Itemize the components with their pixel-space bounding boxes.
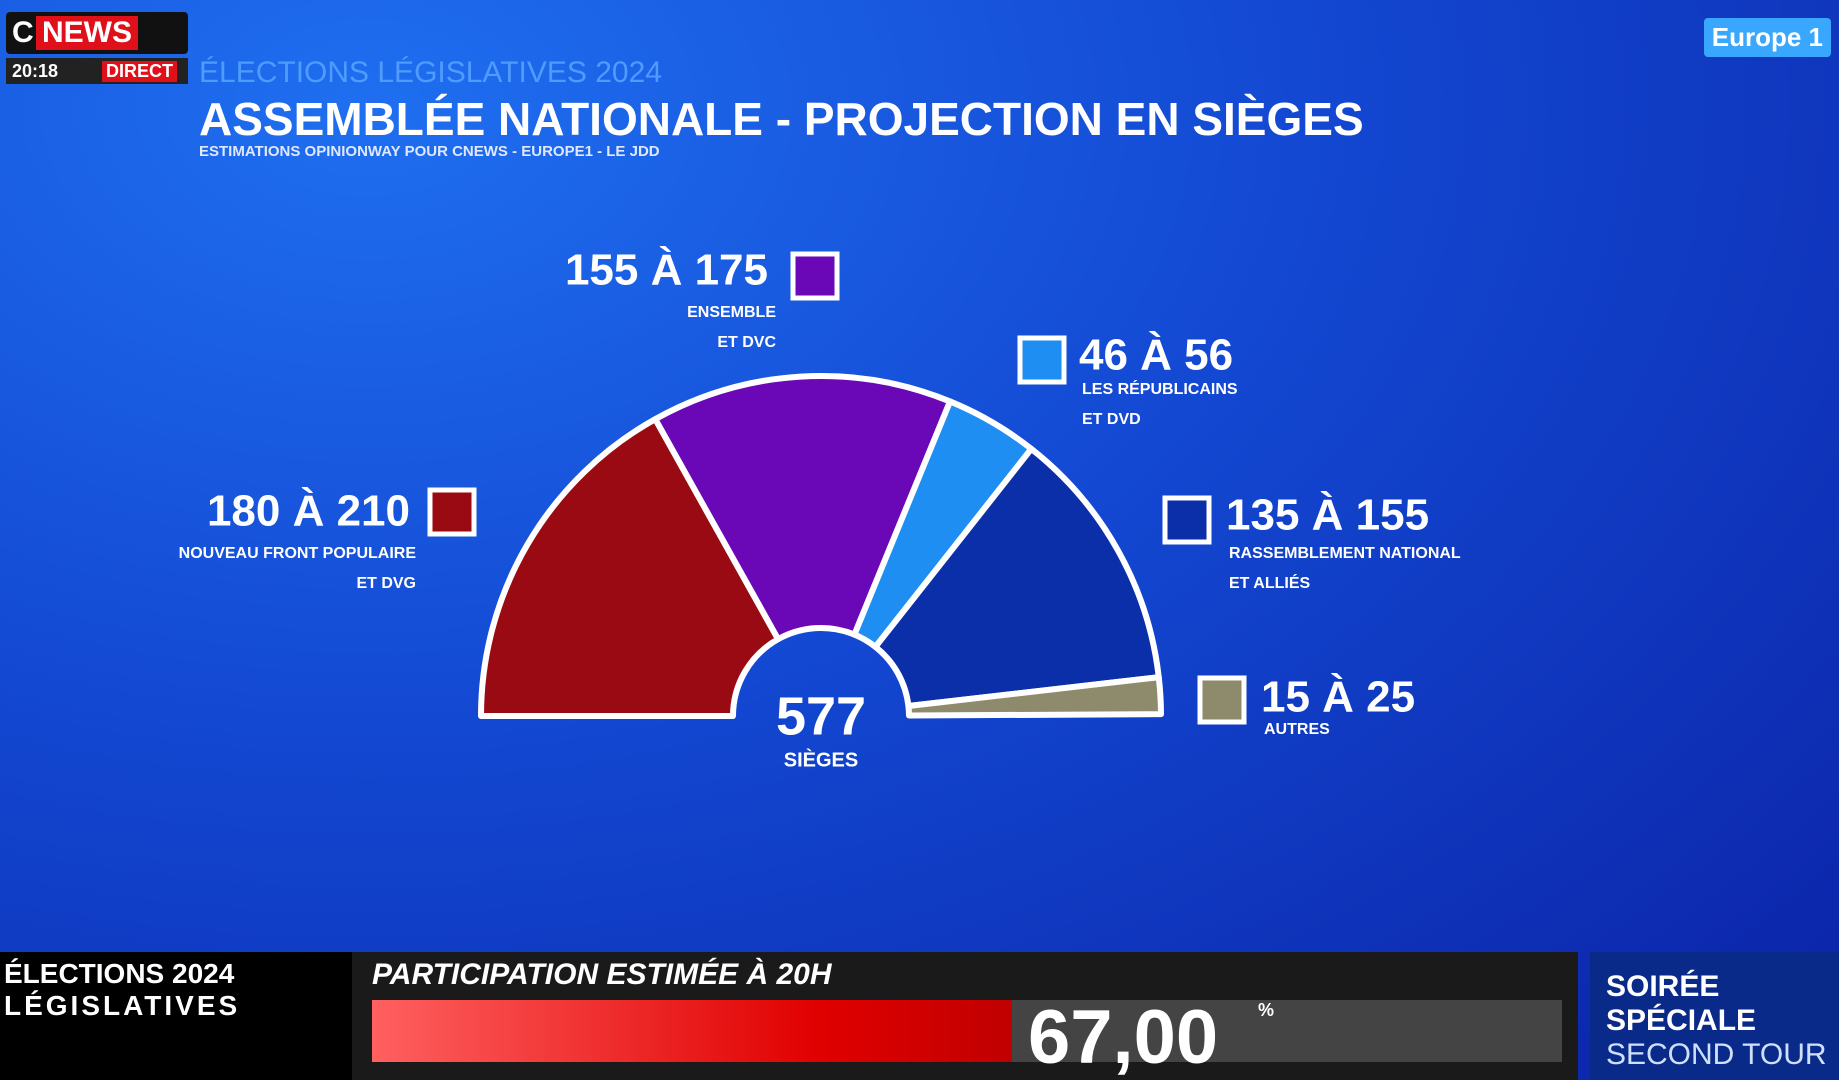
party-name-2: ET DVD xyxy=(1082,411,1141,428)
value-label: 180 À 210 xyxy=(207,486,410,536)
participation-value: 67,00 xyxy=(1028,995,1219,1080)
party-name-2: ET DVG xyxy=(356,575,416,592)
party-name: RASSEMBLEMENT NATIONAL xyxy=(1229,545,1461,562)
value-label: 155 À 175 xyxy=(565,245,768,295)
chart-subtitle: ESTIMATIONS OPINIONWAY POUR CNEWS - EURO… xyxy=(199,143,660,160)
partner-logo: Europe 1 xyxy=(1703,18,1831,57)
party-name-2: ET ALLIÉS xyxy=(1229,573,1311,592)
seat-segment xyxy=(478,416,782,719)
ticker-line-1: ÉLECTIONS 2024 xyxy=(4,958,235,989)
ticker-right-3: SECOND TOUR xyxy=(1606,1038,1827,1071)
ticker-center: PARTICIPATION ESTIMÉE À 20H 67,00 % xyxy=(352,952,1578,1080)
ticker-right-2: SPÉCIALE xyxy=(1606,1004,1757,1037)
ticker-left: ÉLECTIONS 2024 LÉGISLATIVES xyxy=(0,952,352,1080)
ticker-right-1: SOIRÉE xyxy=(1606,970,1720,1003)
party-name: NOUVEAU FRONT POPULAIRE xyxy=(179,545,417,562)
chart-title: ASSEMBLÉE NATIONALE - PROJECTION EN SIÈG… xyxy=(199,93,1364,145)
ticker-right: SOIRÉE SPÉCIALE SECOND TOUR xyxy=(1590,952,1839,1080)
legend-swatch xyxy=(427,487,477,537)
party-name: AUTRES xyxy=(1264,721,1330,738)
party-name-2: ET DVC xyxy=(717,334,776,351)
logo-c: C xyxy=(12,16,34,49)
value-label: 46 À 56 xyxy=(1079,330,1233,380)
legend-swatch xyxy=(790,251,840,301)
party-name: LES RÉPUBLICAINS xyxy=(1082,379,1238,398)
ticker-line-2: LÉGISLATIVES xyxy=(4,990,241,1021)
value-label: 135 À 155 xyxy=(1226,490,1429,540)
ticker-headline: PARTICIPATION ESTIMÉE À 20H xyxy=(372,958,832,991)
participation-bar xyxy=(372,1000,1012,1062)
total-seats: 577 xyxy=(776,686,866,746)
party-name: ENSEMBLE xyxy=(687,304,776,321)
legend-swatch xyxy=(1017,335,1067,385)
clock-box: 20:18 DIRECT xyxy=(6,58,188,84)
legend-swatch xyxy=(1162,495,1212,545)
participation-unit: % xyxy=(1258,1000,1275,1020)
value-label: 15 À 25 xyxy=(1261,672,1415,722)
logo-news: NEWS xyxy=(36,16,138,50)
seat-segment xyxy=(905,674,1164,719)
overline: ÉLECTIONS LÉGISLATIVES 2024 xyxy=(199,56,662,89)
seat-segment xyxy=(872,445,1162,709)
live-tag: DIRECT xyxy=(102,61,177,82)
legend-swatch xyxy=(1197,675,1247,725)
channel-logo: C NEWS xyxy=(6,12,188,54)
total-label: SIÈGES xyxy=(784,748,858,771)
clock: 20:18 xyxy=(12,61,59,81)
